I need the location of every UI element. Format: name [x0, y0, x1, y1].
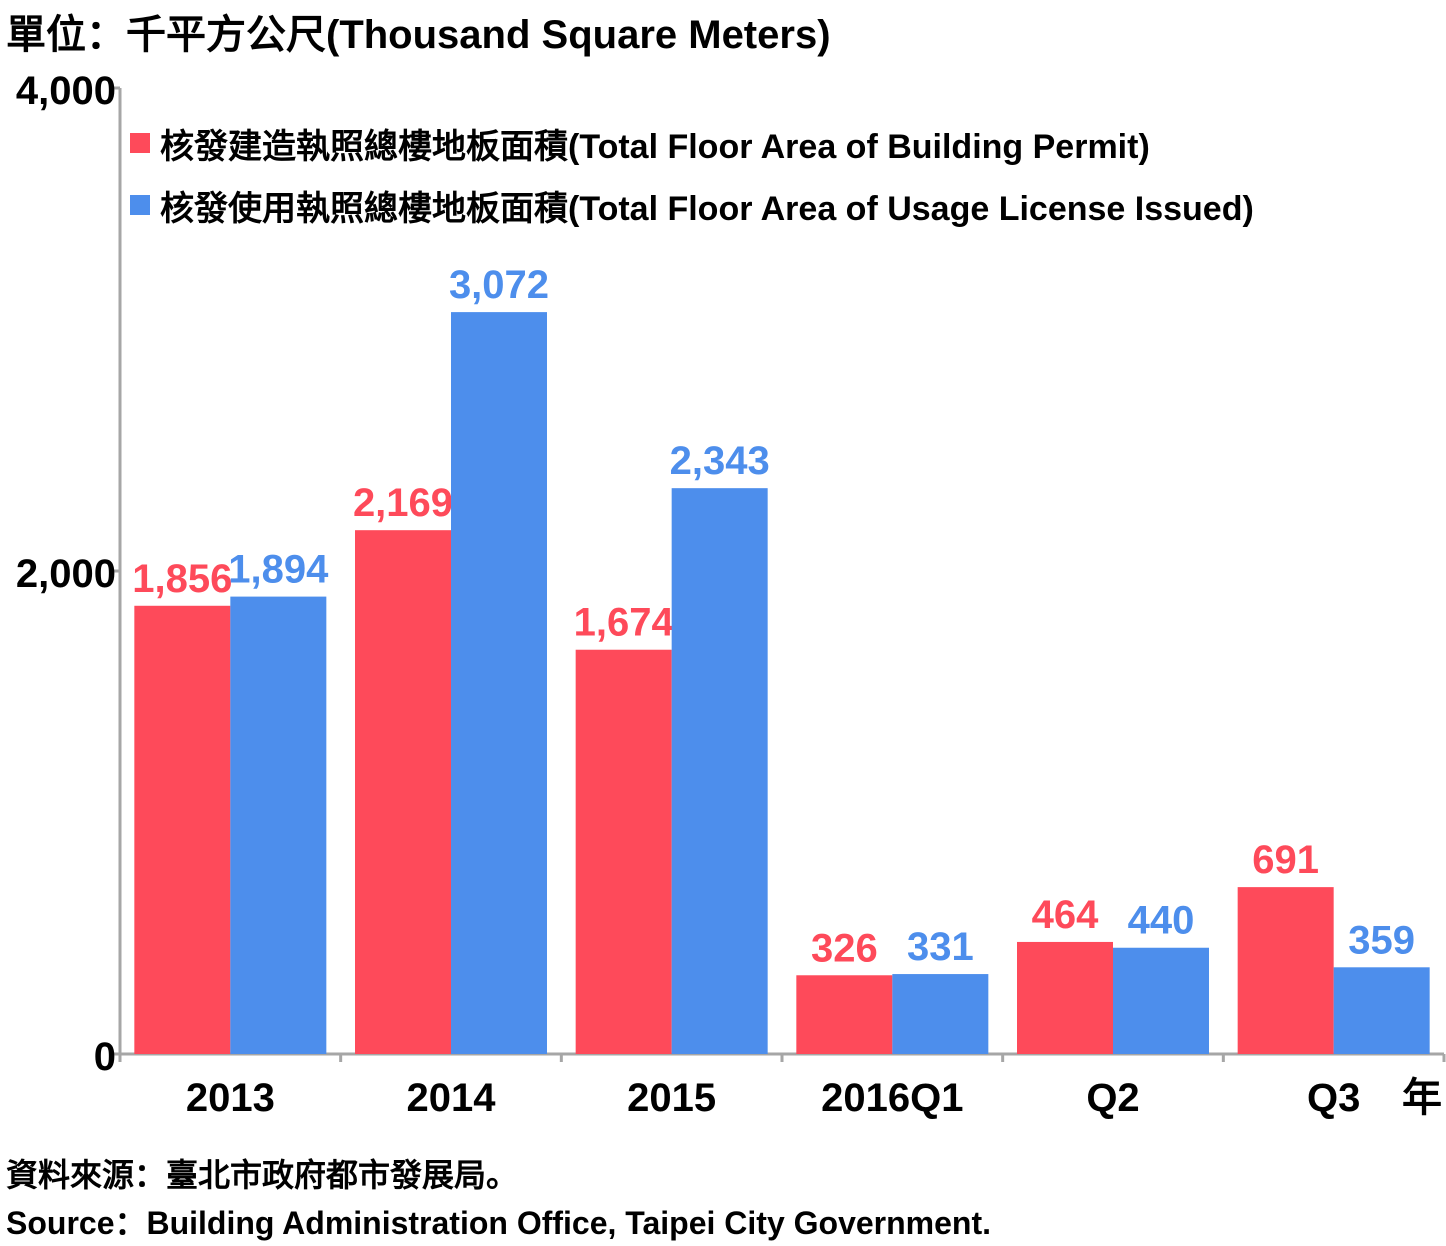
y-tick-label: 2,000 [16, 552, 116, 596]
legend-item-usage-license: 核發使用執照總樓地板面積(Total Floor Area of Usage L… [130, 174, 1254, 236]
legend-item-building-permit: 核發建造執照總樓地板面積(Total Floor Area of Buildin… [130, 112, 1254, 174]
bar-building-permit [1237, 887, 1334, 1054]
data-label-usage-license: 2,343 [670, 439, 770, 483]
data-label-building-permit: 1,674 [574, 601, 675, 645]
data-label-building-permit: 2,169 [353, 481, 453, 525]
legend-label-building-permit: 核發建造執照總樓地板面積(Total Floor Area of Buildin… [160, 127, 1150, 166]
data-label-building-permit: 1,856 [132, 557, 232, 601]
data-label-usage-license: 359 [1348, 918, 1415, 962]
bar-building-permit [355, 530, 451, 1054]
x-category-label: 2016Q1 [821, 1076, 963, 1120]
bar-usage-license [1333, 967, 1430, 1054]
legend-label-usage-license: 核發使用執照總樓地板面積(Total Floor Area of Usage L… [160, 189, 1254, 228]
x-category-label: Q3 [1307, 1076, 1360, 1120]
x-category-label: 2013 [186, 1076, 275, 1120]
data-label-building-permit: 691 [1252, 838, 1319, 882]
x-category-label: Q2 [1086, 1076, 1139, 1120]
data-label-usage-license: 1,894 [228, 548, 329, 592]
source-en: Source：Building Administration Office, T… [6, 1205, 992, 1241]
bar-building-permit [575, 649, 672, 1054]
bar-usage-license [451, 312, 547, 1054]
x-axis-unit-label: 年 [1402, 1075, 1442, 1121]
data-label-usage-license: 3,072 [449, 263, 549, 307]
bar-building-permit [1017, 941, 1113, 1054]
legend: 核發建造執照總樓地板面積(Total Floor Area of Buildin… [130, 112, 1254, 236]
legend-swatch-usage-license [130, 195, 150, 215]
bar-usage-license [671, 488, 768, 1054]
unit-label: 單位：千平方公尺(Thousand Square Meters) [6, 13, 831, 57]
data-label-building-permit: 326 [811, 926, 878, 970]
data-label-usage-license: 440 [1128, 899, 1195, 943]
x-category-label: 2014 [407, 1076, 497, 1120]
y-tick-label: 4,000 [16, 69, 116, 113]
bar-building-permit [796, 975, 893, 1054]
bar-building-permit [134, 605, 231, 1054]
y-tick-label: 0 [94, 1035, 116, 1079]
legend-swatch-building-permit [130, 133, 150, 153]
source-zh: 資料來源：臺北市政府都市發展局。 [6, 1157, 519, 1193]
bar-usage-license [230, 596, 327, 1054]
bar-usage-license [892, 974, 989, 1054]
x-category-label: 2015 [627, 1076, 716, 1120]
data-label-usage-license: 331 [907, 925, 974, 969]
bar-usage-license [1113, 947, 1209, 1054]
data-label-building-permit: 464 [1032, 893, 1099, 937]
